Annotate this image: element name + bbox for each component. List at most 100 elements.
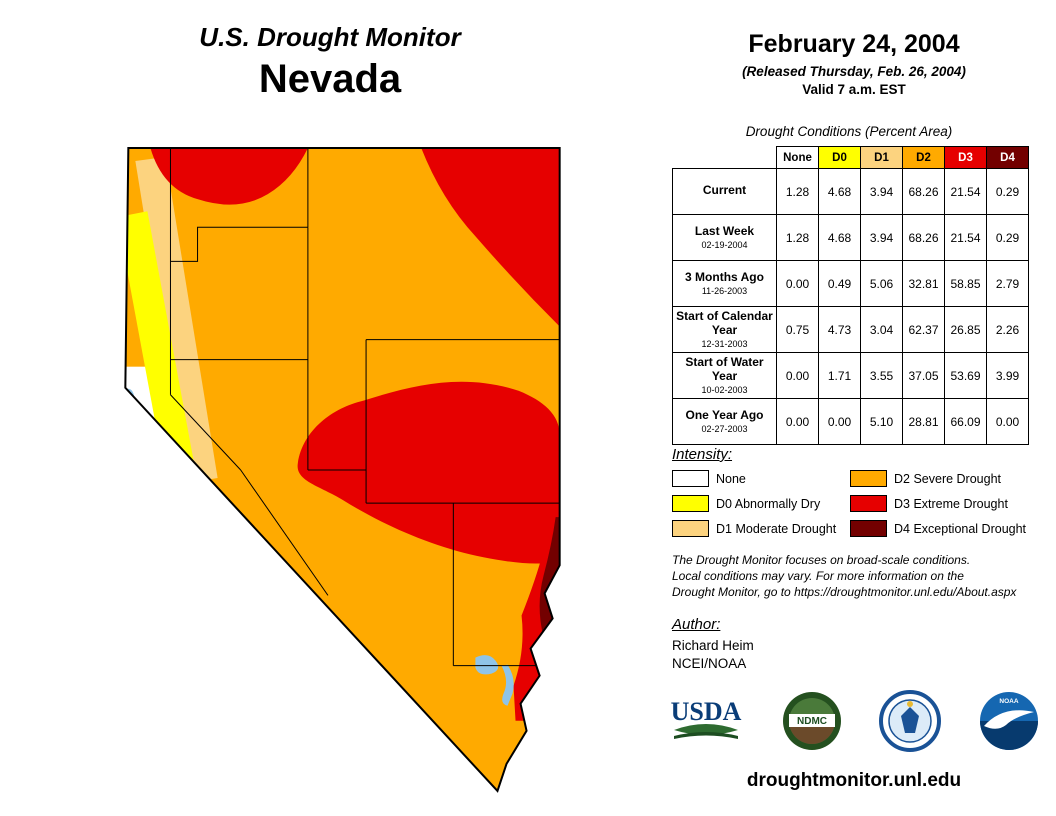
- author-heading: Author:: [672, 616, 721, 633]
- cell-value: 0.00: [776, 260, 819, 307]
- cell-value: 53.69: [944, 352, 987, 399]
- ndmc-logo: NDMC: [782, 692, 841, 750]
- row-label: Start of Calendar Year: [676, 309, 773, 337]
- cell-value: 3.94: [860, 168, 903, 215]
- usda-swoosh: [674, 724, 738, 735]
- legend-item-none: None: [672, 470, 850, 487]
- state-name: Nevada: [258, 57, 402, 101]
- cell-value: 0.00: [776, 398, 819, 445]
- map-title-block: U.S. Drought Monitor Nevada: [90, 22, 570, 102]
- cell-value: 4.73: [818, 306, 861, 353]
- row-label: 3 Months Ago: [685, 270, 764, 285]
- cell-value: 4.68: [818, 168, 861, 215]
- cell-value: 4.68: [818, 214, 861, 261]
- cell-value: 21.54: [944, 168, 987, 215]
- legend-item-d4: D4 Exceptional Drought: [850, 520, 1026, 537]
- usda-logo: USDA: [671, 697, 742, 739]
- row-date: 02-19-2004: [701, 239, 748, 250]
- cell-value: 3.04: [860, 306, 903, 353]
- drought-conditions-table: None D0 D1 D2 D3 D4 Current 1.28 4.68 3.…: [672, 146, 1029, 445]
- cell-value: 3.94: [860, 214, 903, 261]
- commerce-torch: [907, 701, 914, 707]
- cell-value: 0.00: [818, 398, 861, 445]
- legend-swatch-d1: [672, 520, 709, 537]
- row-date: 11-26-2003: [701, 285, 748, 296]
- col-header-d0: D0: [818, 146, 861, 169]
- cell-value: 2.79: [986, 260, 1029, 307]
- cell-value: 3.55: [860, 352, 903, 399]
- usda-logo-text: USDA: [671, 697, 742, 726]
- cell-value: 58.85: [944, 260, 987, 307]
- cell-value: 5.10: [860, 398, 903, 445]
- table-corner-cell: [672, 146, 777, 169]
- lake-mohave: [501, 664, 514, 706]
- table-row: Start of Water Year 10-02-2003 0.00 1.71…: [672, 352, 1029, 399]
- cell-value: 1.28: [776, 168, 819, 215]
- agency-logos: USDA NDMC NOAA: [668, 690, 1040, 752]
- cell-value: 28.81: [902, 398, 945, 445]
- cell-value: 26.85: [944, 306, 987, 353]
- cell-value: 3.99: [986, 352, 1029, 399]
- valid-time: Valid 7 a.m. EST: [802, 82, 906, 97]
- row-label: Last Week: [694, 224, 755, 239]
- cell-value: 37.05: [902, 352, 945, 399]
- legend-swatch-none: [672, 470, 709, 487]
- legend-item-d0: D0 Abnormally Dry: [672, 495, 850, 512]
- noaa-logo-text: NOAA: [999, 698, 1018, 705]
- cell-value: 21.54: [944, 214, 987, 261]
- table-row: Start of Calendar Year 12-31-2003 0.75 4…: [672, 306, 1029, 353]
- cell-value: 32.81: [902, 260, 945, 307]
- table-caption: Drought Conditions (Percent Area): [745, 124, 953, 139]
- cell-value: 68.26: [902, 168, 945, 215]
- cell-value: 62.37: [902, 306, 945, 353]
- col-header-d1: D1: [860, 146, 903, 169]
- intensity-legend: None D0 Abnormally Dry D1 Moderate Droug…: [672, 470, 1032, 537]
- ndmc-logo-text: NDMC: [797, 716, 827, 727]
- commerce-shield: [901, 707, 920, 733]
- legend-label: D1 Moderate Drought: [716, 521, 837, 536]
- noaa-bird: [983, 710, 1034, 729]
- legend-swatch-d0: [672, 495, 709, 512]
- legend-item-d2: D2 Severe Drought: [850, 470, 1026, 487]
- cell-value: 2.26: [986, 306, 1029, 353]
- table-row: 3 Months Ago 11-26-2003 0.00 0.49 5.06 3…: [672, 260, 1029, 307]
- legend-label: D0 Abnormally Dry: [716, 496, 821, 511]
- row-label: One Year Ago: [685, 408, 764, 423]
- map-region-d1-band: [135, 157, 218, 484]
- released-date: (Released Thursday, Feb. 26, 2004): [742, 64, 966, 79]
- cell-value: 0.49: [818, 260, 861, 307]
- cell-value: 0.29: [986, 168, 1029, 215]
- table-row: Current 1.28 4.68 3.94 68.26 21.54 0.29: [672, 168, 1029, 215]
- map-region-d3-northwest: [150, 148, 308, 205]
- commerce-seal-logo: [879, 690, 942, 752]
- row-date: 02-27-2003: [701, 423, 748, 434]
- legend-item-d3: D3 Extreme Drought: [850, 495, 1026, 512]
- cell-value: 0.00: [776, 352, 819, 399]
- county-line: [170, 394, 242, 471]
- col-header-d2: D2: [902, 146, 945, 169]
- legend-swatch-d2: [850, 470, 887, 487]
- lake-mead: [475, 655, 499, 675]
- disclaimer-line: Local conditions may vary. For more info…: [672, 568, 964, 583]
- legend-swatch-d4: [850, 520, 887, 537]
- nevada-state-outline: [124, 147, 561, 793]
- intensity-heading: Intensity:: [672, 446, 733, 463]
- cell-value: 0.00: [986, 398, 1029, 445]
- report-date: February 24, 2004: [748, 30, 960, 58]
- legend-label: D4 Exceptional Drought: [894, 521, 1027, 536]
- report-title: U.S. Drought Monitor: [199, 22, 461, 52]
- map-region-d3-northeast: [421, 148, 560, 327]
- author-org: NCEI/NOAA: [672, 656, 747, 671]
- row-label: Start of Water Year: [685, 355, 764, 383]
- cell-value: 68.26: [902, 214, 945, 261]
- map-region-d3-central: [297, 381, 560, 564]
- cell-value: 1.71: [818, 352, 861, 399]
- legend-item-d1: D1 Moderate Drought: [672, 520, 850, 537]
- disclaimer-text: The Drought Monitor focuses on broad-sca…: [672, 553, 1016, 600]
- legend-label: D2 Severe Drought: [894, 471, 1002, 486]
- cell-value: 66.09: [944, 398, 987, 445]
- legend-label: None: [716, 471, 746, 486]
- col-header-none: None: [776, 146, 819, 169]
- row-date: 10-02-2003: [701, 384, 748, 395]
